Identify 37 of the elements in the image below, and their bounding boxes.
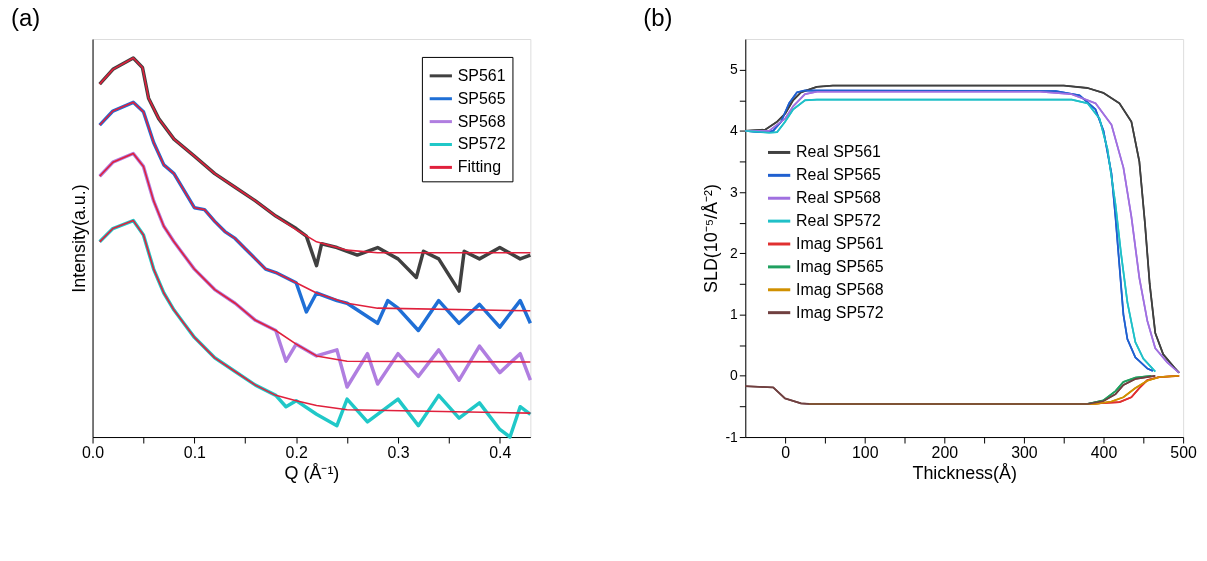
x-tick-label: 0.3 <box>387 444 410 462</box>
x-tick-label: 0.4 <box>489 444 512 462</box>
legend-label: SP572 <box>457 135 506 153</box>
y-tick-label: 3 <box>730 183 739 200</box>
legend-label: Real SP565 <box>796 166 882 184</box>
legend-label: Fitting <box>457 158 502 176</box>
x-tick-label: 0.0 <box>81 444 105 462</box>
x-axis-title: Q (Å⁻¹) <box>284 463 340 484</box>
y-axis-title: Intensity(a.u.) <box>69 184 90 293</box>
legend-label: Imag SP568 <box>796 280 884 298</box>
legend-label: Real SP568 <box>796 189 882 207</box>
legend-label: Imag SP561 <box>796 234 884 252</box>
y-tick-label: 0 <box>730 367 739 384</box>
x-tick-label: 0 <box>781 444 791 462</box>
y-tick-label: -1 <box>725 428 739 445</box>
legend-label: SP568 <box>457 112 506 130</box>
y-tick-label: 2 <box>730 244 739 261</box>
x-tick-label: 200 <box>931 444 959 462</box>
legend-label: Real SP572 <box>796 212 882 230</box>
x-tick-label: 300 <box>1011 444 1038 462</box>
legend-label: Real SP561 <box>796 143 882 161</box>
x-tick-label: 0.2 <box>285 444 308 462</box>
x-tick-label: 500 <box>1170 444 1198 462</box>
chart-title: (a) <box>10 4 41 32</box>
legend-label: SP561 <box>457 66 506 84</box>
y-axis-title: SLD(10⁻⁵/Å⁻²) <box>701 184 722 294</box>
x-axis-title: Thickness(Å) <box>912 463 1017 484</box>
x-tick-label: 400 <box>1090 444 1118 462</box>
y-tick-label: 4 <box>730 122 739 139</box>
legend-label: Imag SP572 <box>796 303 884 321</box>
chart-title: (b) <box>643 4 673 32</box>
x-tick-label: 0.1 <box>183 444 207 462</box>
y-tick-label: 5 <box>730 61 739 78</box>
legend-label: SP565 <box>457 89 506 107</box>
y-tick-label: 1 <box>730 306 739 323</box>
x-tick-label: 100 <box>851 444 879 462</box>
legend-label: Imag SP565 <box>796 257 884 275</box>
